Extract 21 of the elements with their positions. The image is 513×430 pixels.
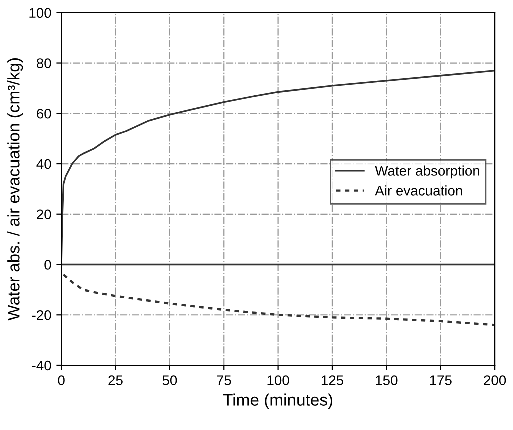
y-tick-label: 60 xyxy=(37,108,52,119)
y-tick-label: 40 xyxy=(36,159,52,170)
x-tick-label: 0 xyxy=(58,376,65,386)
y-tick-label: 80 xyxy=(36,58,52,68)
x-tick-label: 50 xyxy=(162,376,178,386)
y-tick-label: 100 xyxy=(30,8,52,18)
y-tick-label: -20 xyxy=(32,310,52,320)
x-tick-label: 200 xyxy=(484,376,506,386)
y-tick-label: 20 xyxy=(37,210,52,220)
x-tick-label: 25 xyxy=(108,376,123,386)
x-tick-label: 125 xyxy=(322,376,344,386)
legend-label: Air evacuation xyxy=(375,186,462,196)
y-axis-title: Water abs. / air evacuation (cm³/kg) xyxy=(8,58,24,321)
x-axis-title: Time (minutes) xyxy=(223,394,333,410)
x-tick-label: 75 xyxy=(217,376,232,386)
legend-label: Water absorption xyxy=(375,166,480,179)
x-tick-label: 175 xyxy=(430,376,452,386)
x-tick-label: 150 xyxy=(376,376,398,386)
y-tick-label: -40 xyxy=(32,360,52,371)
y-tick-label: 0 xyxy=(44,260,52,270)
x-tick-label: 100 xyxy=(268,376,290,386)
